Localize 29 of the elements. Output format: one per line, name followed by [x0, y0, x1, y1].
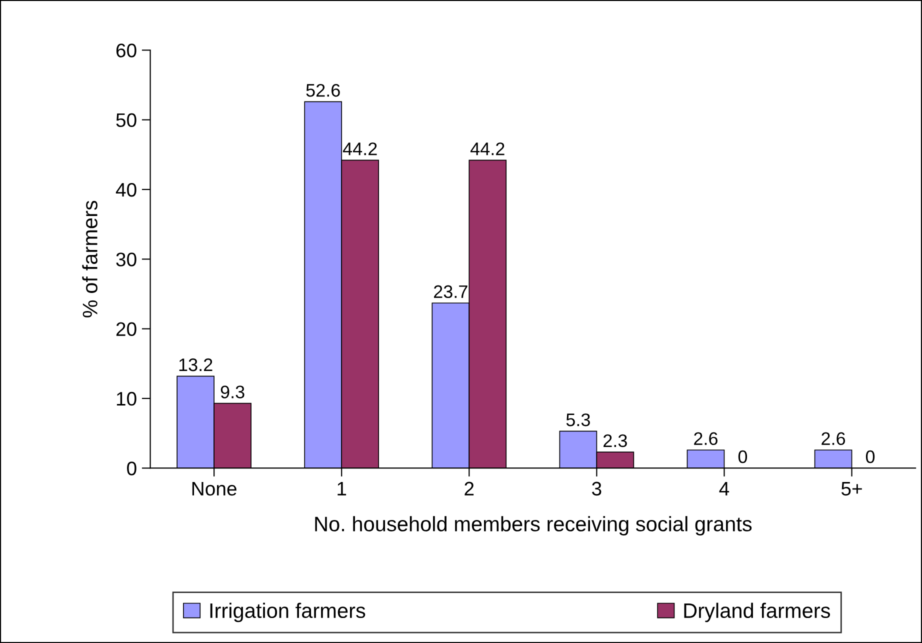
x-axis-title: No. household members receiving social grants: [315, 516, 752, 536]
data-label: 52.6: [306, 84, 340, 97]
data-label: 2.6: [822, 432, 846, 446]
data-label: 2.6: [694, 432, 718, 446]
x-tick-label: 2: [464, 482, 474, 496]
data-label: 0: [738, 450, 748, 464]
data-label: 44.2: [342, 142, 377, 156]
data-label: 13.2: [179, 358, 212, 372]
y-tick-label: 50: [116, 113, 136, 128]
y-tick-label: 0: [127, 462, 136, 476]
data-label: 2.3: [604, 434, 627, 448]
y-tick-label: 30: [116, 252, 136, 266]
data-label: 5.3: [566, 413, 590, 426]
y-tick-label: 10: [116, 392, 136, 406]
data-label: 9.3: [220, 386, 244, 398]
legend-label: Irrigation farmers: [210, 602, 366, 622]
y-tick-label: 40: [116, 182, 136, 197]
legend-label: Dryland farmers: [684, 602, 830, 622]
y-tick-label: 20: [116, 322, 136, 336]
x-tick-label: None: [192, 482, 236, 496]
y-axis-title: % of farmers: [82, 200, 98, 318]
x-tick-label: 1: [338, 482, 346, 496]
x-tick-label: 4: [719, 482, 730, 496]
x-tick-label: 3: [592, 482, 602, 496]
y-tick-label: 60: [116, 44, 136, 58]
data-label: 23.7: [434, 285, 468, 298]
x-tick-label: 5+: [841, 482, 862, 496]
data-label: 44.2: [470, 142, 504, 156]
data-label: 0: [866, 450, 875, 464]
